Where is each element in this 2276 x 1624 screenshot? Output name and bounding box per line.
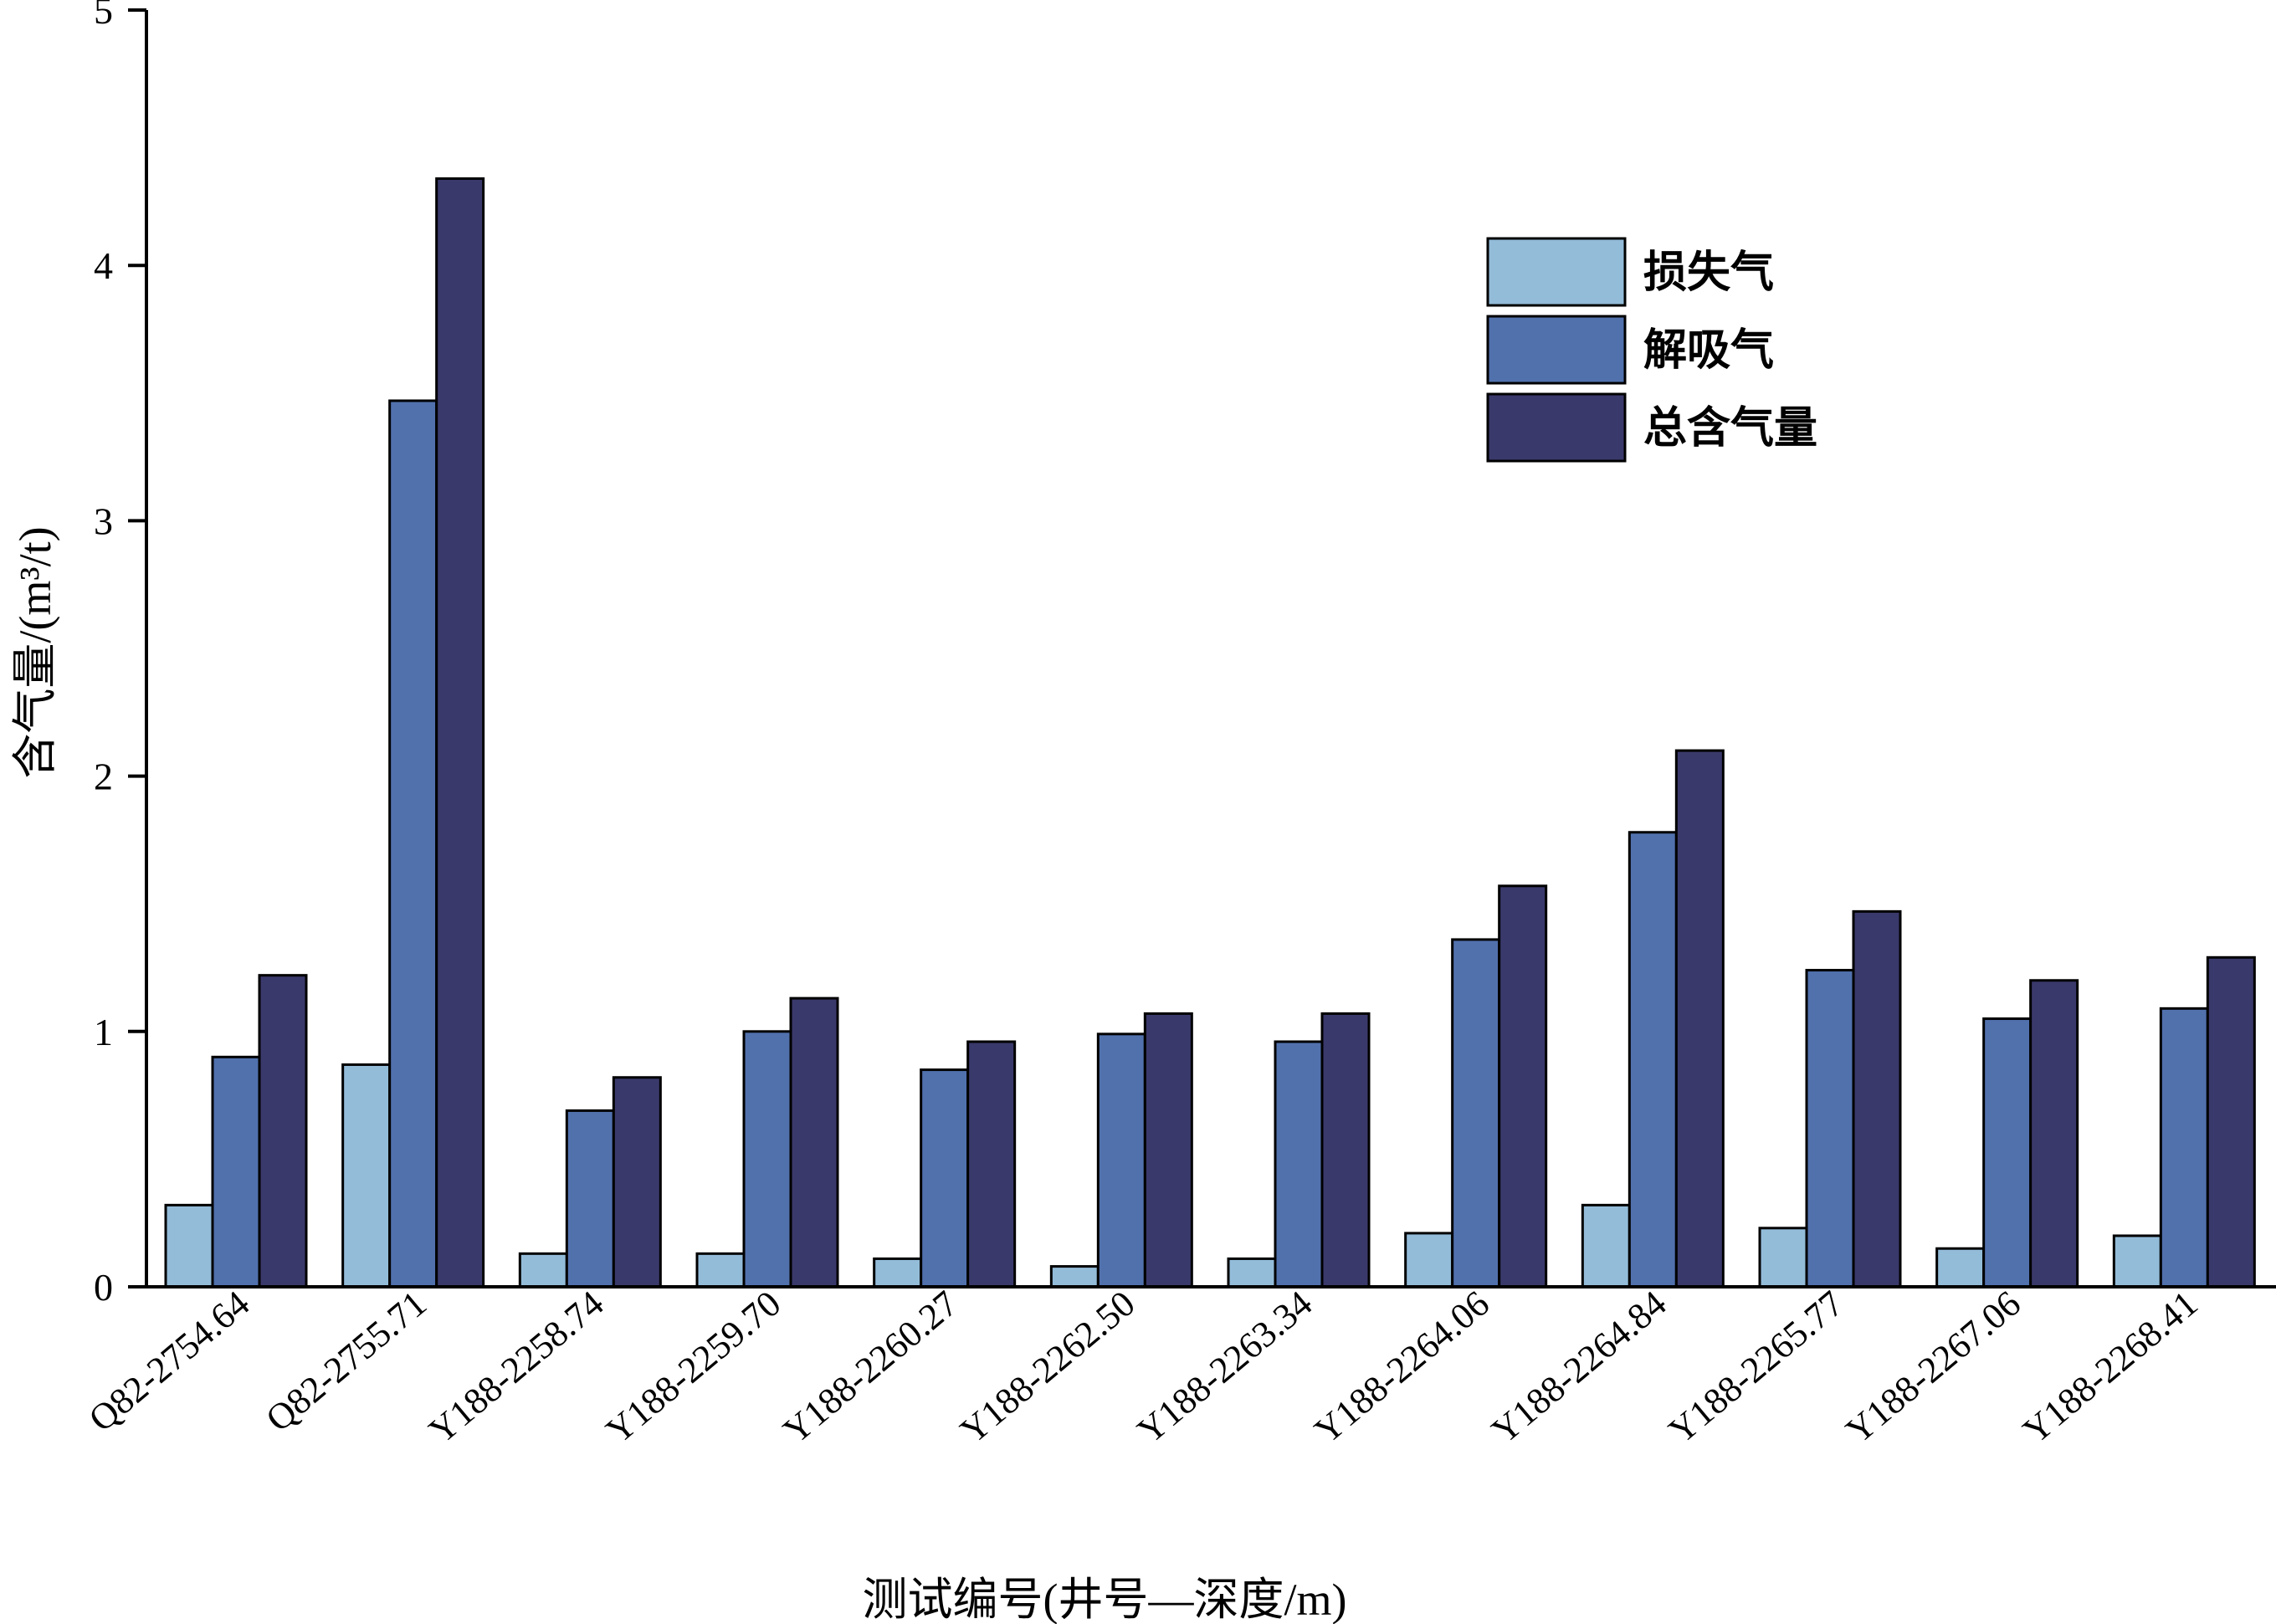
bar-lost-gas (873, 1257, 923, 1288)
x-tick-label: Y188-2264.06 (1307, 1283, 1497, 1452)
x-tick-label: Y188-2260.27 (776, 1283, 966, 1452)
legend-label: 损失气 (1643, 248, 1774, 297)
x-tick-label: Y188-2262.50 (952, 1283, 1142, 1452)
bar-total-gas (258, 974, 308, 1288)
bar-lost-gas (341, 1063, 392, 1288)
bar-desorbed-gas (1805, 969, 1855, 1288)
bar-desorbed-gas (388, 399, 438, 1288)
x-tick-label: Y188-2259.70 (598, 1283, 788, 1452)
legend-swatch (1486, 392, 1627, 463)
x-tick-label: Q82-2755.71 (259, 1283, 434, 1440)
y-axis-title: 含气量/(m³/t) (10, 526, 60, 778)
x-tick-label: Y188-2267.06 (1838, 1283, 2028, 1452)
x-tick-label: Y188-2263.34 (1130, 1283, 1320, 1452)
bar-desorbed-gas (1628, 831, 1678, 1288)
bar-lost-gas (1404, 1232, 1454, 1288)
bar-total-gas (435, 177, 485, 1288)
bar-desorbed-gas (1096, 1032, 1146, 1288)
bar-desorbed-gas (742, 1030, 792, 1288)
bar-total-gas (1320, 1012, 1371, 1288)
bar-total-gas (789, 996, 839, 1288)
x-tick-label: Y188-2265.77 (1661, 1283, 1851, 1452)
bar-lost-gas (1758, 1227, 1808, 1288)
bar-total-gas (1674, 749, 1725, 1288)
y-axis-ticks: 0 1 2 3 4 5 (94, 0, 146, 1309)
bar-lost-gas (1049, 1265, 1100, 1288)
bar-total-gas (2029, 979, 2079, 1288)
bar-desorbed-gas (920, 1068, 970, 1288)
bar-total-gas (612, 1076, 662, 1288)
x-tick-label: Y188-2258.74 (421, 1283, 611, 1452)
y-tick-label: 5 (94, 0, 113, 32)
bar-desorbed-gas (1982, 1017, 2033, 1288)
bars-group (164, 177, 2256, 1288)
bar-desorbed-gas (1451, 938, 1501, 1288)
bar-desorbed-gas (1274, 1040, 1324, 1288)
bar-total-gas (1852, 909, 1902, 1288)
bar-lost-gas (695, 1252, 746, 1288)
bar-total-gas (966, 1040, 1017, 1288)
bar-desorbed-gas (211, 1055, 261, 1288)
legend-swatch (1486, 237, 1627, 307)
bar-total-gas (1143, 1012, 1193, 1288)
bar-lost-gas (1581, 1203, 1631, 1288)
legend-label: 总含气量 (1643, 404, 1817, 453)
x-tick-label: Y188-2264.84 (1484, 1283, 1674, 1452)
bar-total-gas (2206, 955, 2256, 1288)
legend-swatch (1486, 315, 1627, 385)
bar-total-gas (1498, 884, 1548, 1288)
bar-lost-gas (518, 1252, 568, 1288)
bar-lost-gas (164, 1203, 214, 1288)
bar-desorbed-gas (565, 1109, 615, 1288)
y-tick-label: 4 (94, 244, 113, 287)
y-tick-label: 3 (94, 499, 113, 542)
bar-lost-gas (2112, 1234, 2162, 1288)
bar-lost-gas (1227, 1257, 1277, 1288)
y-tick-label: 1 (94, 1011, 113, 1053)
x-tick-label: Y188-2268.41 (2015, 1283, 2205, 1452)
x-axis-ticks: Q82-2754.64 Q82-2755.71Y188-2258.74Y188-2… (81, 1283, 2206, 1452)
bar-desorbed-gas (2159, 1007, 2209, 1288)
x-axis-title: 测试编号(井号—深度/m) (863, 1575, 1347, 1624)
y-tick-label: 2 (94, 756, 113, 798)
bar-lost-gas (1935, 1247, 1986, 1288)
y-tick-label: 0 (94, 1266, 113, 1309)
legend-label: 解吸气 (1643, 326, 1774, 375)
